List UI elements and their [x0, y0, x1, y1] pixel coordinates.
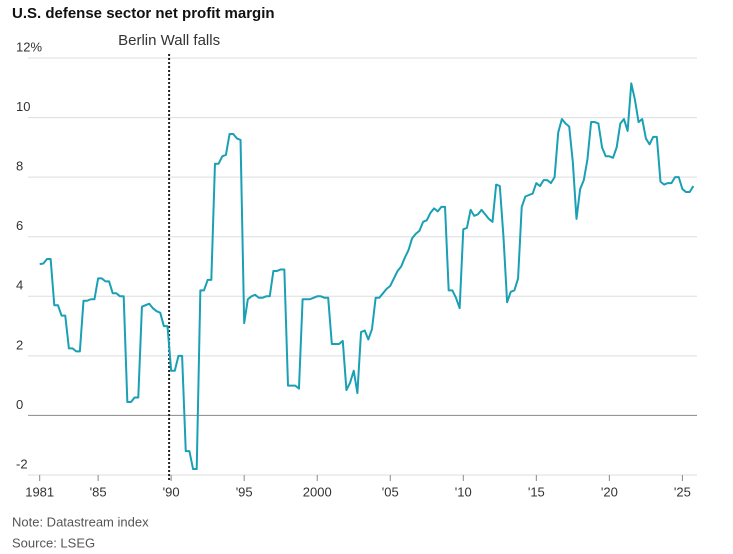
data-line — [39, 82, 695, 471]
x-tick-label: '25 — [674, 484, 691, 499]
y-tick-label: 6 — [16, 218, 23, 233]
y-tick-label: -2 — [16, 456, 28, 471]
x-tick-label: '95 — [236, 484, 253, 499]
source: Source: LSEG — [12, 535, 95, 550]
x-tick-label: '90 — [163, 484, 180, 499]
x-tick-label: '10 — [455, 484, 472, 499]
y-tick-label: 0 — [16, 397, 23, 412]
y-tick-label: 4 — [16, 278, 23, 293]
x-tick-label: '05 — [382, 484, 399, 499]
chart-title: U.S. defense sector net profit margin — [12, 5, 275, 22]
note: Note: Datastream index — [12, 514, 149, 529]
y-tick-label: 2 — [16, 337, 23, 352]
y-tick-label: 12% — [16, 39, 42, 54]
x-tick-label: '20 — [601, 484, 618, 499]
x-tick-label: '85 — [90, 484, 107, 499]
x-tick-label: '15 — [528, 484, 545, 499]
y-tick-label: 10 — [16, 99, 30, 114]
x-tick-label: 2000 — [303, 484, 332, 499]
x-tick-label: 1981 — [25, 484, 54, 499]
y-tick-label: 8 — [16, 159, 23, 174]
annotation-label: Berlin Wall falls — [118, 32, 220, 49]
